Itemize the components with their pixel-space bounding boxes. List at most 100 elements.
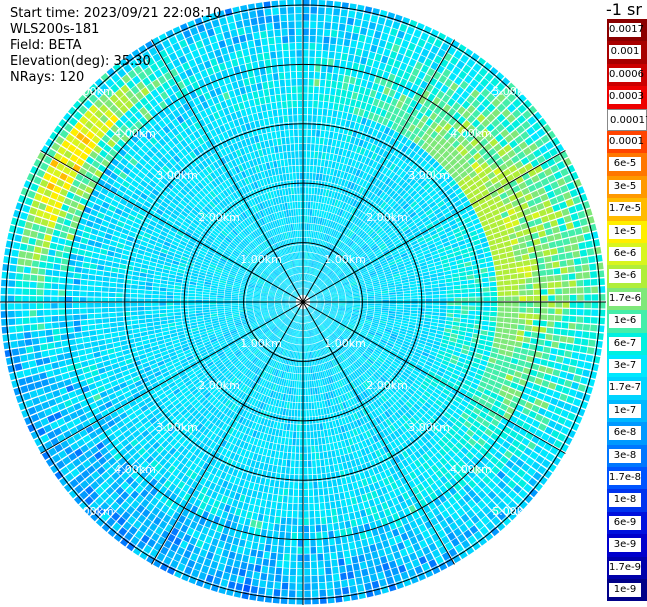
range-gate [512,352,520,359]
range-gate [589,263,597,271]
range-gate [307,373,310,381]
range-gate [496,280,504,286]
range-gate [519,242,527,249]
range-gate [320,130,325,138]
range-gate [522,147,532,156]
range-gate [526,313,533,319]
range-gate [330,29,338,38]
range-gate [548,302,555,308]
range-gate [358,220,364,228]
range-gate [313,216,317,224]
range-gate [393,574,402,583]
range-gate [389,308,396,312]
range-gate [449,261,457,266]
range-gate [304,281,307,288]
range-gate [449,158,458,167]
range-gate [304,244,306,252]
range-gate [334,493,340,501]
range-gate [455,86,465,96]
range-gate [510,358,519,365]
range-gate [345,135,352,143]
range-gate [431,284,439,288]
range-gate [303,482,308,489]
range-gate [317,437,322,445]
range-gate [579,249,588,257]
range-gate [512,109,522,119]
range-gate [314,151,319,159]
range-gate [558,253,566,261]
range-gate [311,276,316,283]
range-gate [405,195,412,203]
range-gate [402,203,410,210]
range-gate [328,228,333,236]
range-gate [350,40,358,48]
range-gate [291,547,297,554]
range-gate [373,30,382,39]
range-gate [524,271,532,278]
range-gate [339,233,344,241]
range-gate [447,305,454,310]
range-gate [368,167,375,175]
range-gate [310,275,313,282]
range-gate [399,210,407,218]
range-gate [338,103,344,112]
range-gate [314,289,320,294]
range-gate [439,119,448,128]
range-gate [298,489,303,497]
range-gate [389,294,397,298]
range-gate [308,482,313,489]
range-gate [329,153,334,161]
range-gate [543,221,552,230]
range-gate [309,35,316,43]
range-gate [300,345,302,352]
range-gate [483,297,490,302]
range-gate [425,308,433,312]
range-gate [466,58,476,68]
range-gate [317,188,321,196]
range-gate [307,291,312,297]
range-gate [415,185,423,193]
range-gate [548,382,557,390]
range-gate [479,138,489,147]
range-gate [325,251,331,258]
range-gate [356,547,364,556]
range-gate [462,64,472,74]
range-gate [303,143,307,151]
range-gate [316,195,320,203]
range-gate [328,131,334,139]
range-gate [503,379,512,387]
range-gate [396,311,403,315]
range-gate [584,302,591,309]
range-gate [524,136,534,146]
range-gate [338,485,344,493]
range-gate [400,127,408,136]
range-gate [299,453,303,461]
range-gate [512,244,520,251]
range-gate [511,285,519,291]
range-gate [380,183,387,191]
range-gate [303,107,308,115]
range-gate [320,203,324,211]
range-gate [362,72,370,81]
range-gate [334,177,340,185]
range-gate [329,545,336,553]
range-gate [464,336,472,342]
range-gate [320,256,325,263]
range-gate [334,199,339,207]
range-gate [545,367,554,375]
range-gate [383,126,391,135]
range-gate [472,63,482,73]
range-gate [517,236,526,244]
range-gate [318,481,323,489]
range-gate [321,265,327,272]
range-gate [566,395,575,404]
range-gate [560,184,569,194]
range-gate [311,575,318,583]
range-gate [312,173,316,180]
range-gate [568,322,576,330]
range-gate [324,234,329,242]
range-gate [508,164,518,173]
range-gate [471,128,480,138]
range-gate [367,229,374,236]
